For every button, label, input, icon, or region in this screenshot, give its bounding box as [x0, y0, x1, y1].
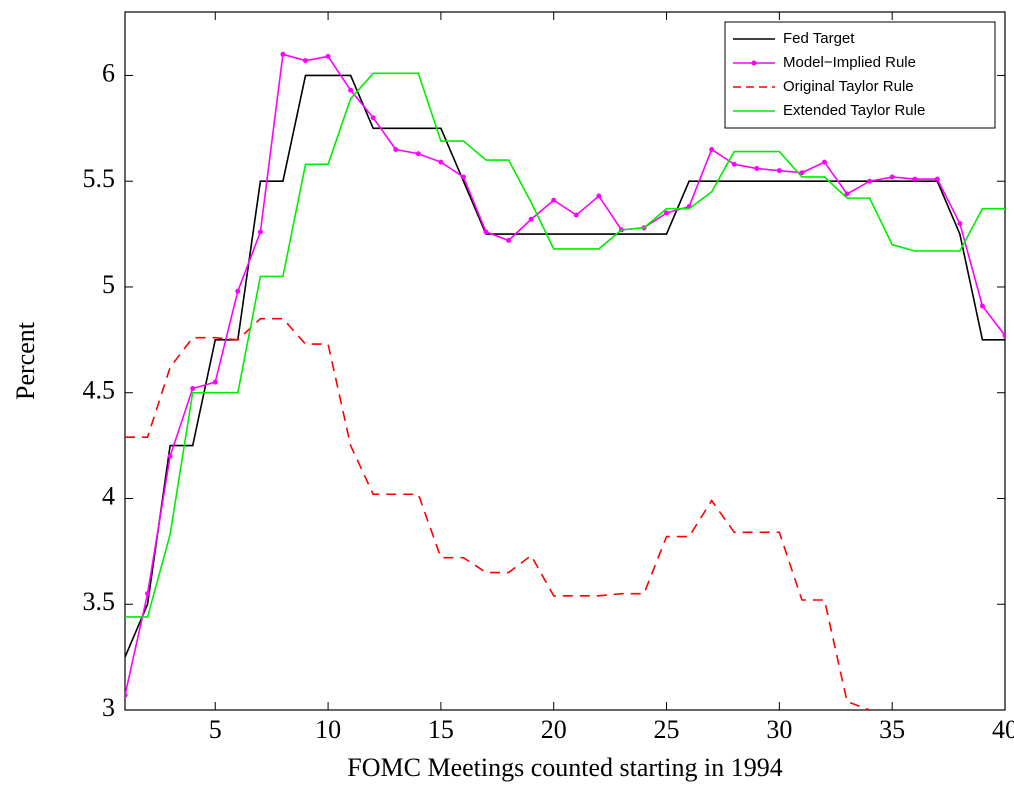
data-point — [1002, 333, 1005, 339]
data-point — [979, 303, 985, 309]
data-point — [821, 159, 827, 165]
y-tick-label: 4.5 — [83, 376, 116, 405]
data-point — [167, 453, 173, 459]
data-point — [415, 151, 421, 157]
x-tick-label: 20 — [541, 715, 567, 744]
data-point — [957, 221, 963, 227]
x-tick-label: 30 — [766, 715, 792, 744]
data-point — [573, 212, 579, 218]
y-tick-label: 3.5 — [83, 587, 116, 616]
plot-frame — [124, 11, 1006, 711]
x-tick-label: 5 — [209, 715, 222, 744]
data-point — [776, 168, 782, 174]
x-tick-label: 10 — [315, 715, 341, 744]
legend-label: Model−Implied Rule — [783, 54, 916, 71]
y-axis-label: Percent — [11, 321, 40, 400]
data-point — [867, 178, 873, 184]
data-point — [506, 237, 512, 243]
x-tick-label: 15 — [428, 715, 454, 744]
y-tick-label: 5 — [102, 270, 115, 299]
y-tick-label: 4 — [102, 481, 115, 510]
legend-marker — [751, 60, 757, 66]
data-point — [460, 174, 466, 180]
data-point — [212, 379, 218, 385]
data-point — [438, 159, 444, 165]
series-line — [125, 74, 1005, 658]
data-point — [280, 51, 286, 57]
data-point — [325, 53, 331, 59]
data-point — [348, 87, 354, 93]
x-tick-label: 35 — [879, 715, 905, 744]
data-point — [303, 58, 309, 64]
data-point — [528, 216, 534, 222]
x-axis-label: FOMC Meetings counted starting in 1994 — [347, 753, 782, 782]
data-point — [596, 193, 602, 199]
data-point — [799, 170, 805, 176]
data-point — [393, 146, 399, 152]
plot-area — [125, 51, 1005, 710]
data-point — [664, 210, 670, 216]
x-tick-label: 40 — [992, 715, 1014, 744]
series-line — [125, 53, 1005, 696]
data-point — [190, 385, 196, 391]
legend-label: Original Taylor Rule — [783, 78, 914, 95]
data-point — [844, 191, 850, 197]
data-point — [235, 288, 241, 294]
data-point — [483, 229, 489, 235]
y-tick-label: 3 — [102, 693, 115, 722]
series-line — [125, 72, 1005, 618]
legend-label: Fed Target — [783, 30, 855, 47]
data-point — [125, 692, 128, 698]
data-point — [754, 166, 760, 172]
data-point — [934, 176, 940, 182]
data-point — [709, 146, 715, 152]
y-tick-label: 6 — [102, 58, 115, 87]
data-point — [912, 176, 918, 182]
data-point — [889, 174, 895, 180]
data-point — [370, 115, 376, 121]
legend-label: Extended Taylor Rule — [783, 102, 925, 119]
data-point — [145, 591, 151, 597]
data-point — [551, 197, 557, 203]
series-line — [125, 317, 870, 710]
y-tick-label: 5.5 — [83, 164, 116, 193]
data-point — [257, 229, 263, 235]
data-point — [731, 161, 737, 167]
x-tick-label: 25 — [654, 715, 680, 744]
